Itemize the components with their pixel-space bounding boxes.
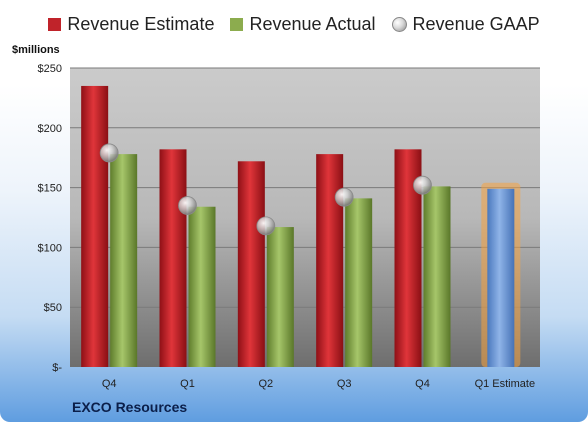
bar-revenue-estimate [159,149,187,367]
bar-revenue-actual [423,186,451,367]
y-tick-label: $150 [38,183,62,195]
legend-swatch-estimate [48,18,62,31]
legend-swatch-actual [230,18,244,31]
marker-revenue-gaap [178,196,197,215]
y-tick-label: $200 [38,123,62,135]
marker-revenue-gaap [413,175,432,195]
x-tick-label: Q4 [102,378,117,390]
legend-label-actual: Revenue Actual [249,14,376,34]
x-tick-label: Q1 [180,378,195,390]
bar-revenue-actual [188,206,216,367]
y-tick-label: $- [52,362,62,374]
x-tick-label: Q4 [415,378,430,390]
bar-revenue-estimate [316,154,344,367]
marker-revenue-gaap [334,187,354,207]
plot-area [70,68,540,367]
y-tick-label: $250 [38,63,62,75]
legend-item-estimate: Revenue Estimate [48,14,214,35]
bar-revenue-actual [266,227,294,367]
legend: Revenue Estimate Revenue Actual Revenue … [0,14,588,35]
company-name: EXCO Resources [72,399,188,415]
legend-label-estimate: Revenue Estimate [67,14,215,34]
x-tick-label: Q3 [337,378,352,390]
marker-revenue-gaap [256,216,276,236]
legend-label-gaap: Revenue GAAP [412,14,540,34]
bar-revenue-estimate [237,161,265,367]
bar-revenue-actual [345,198,373,367]
legend-item-actual: Revenue Actual [230,14,376,35]
x-tick-label: Q1 Estimate [475,378,536,390]
legend-item-gaap: Revenue GAAP [391,14,540,35]
bar-revenue-projection [487,188,515,367]
y-axis-unit-label: $millions [12,44,60,56]
x-tick-label: Q2 [258,378,273,390]
y-tick-label: $100 [38,242,62,254]
bar-revenue-actual [110,154,138,367]
marker-revenue-gaap [99,143,119,163]
bar-revenue-estimate [81,85,109,367]
legend-marker-gaap [391,17,407,32]
y-tick-label: $50 [44,302,62,314]
